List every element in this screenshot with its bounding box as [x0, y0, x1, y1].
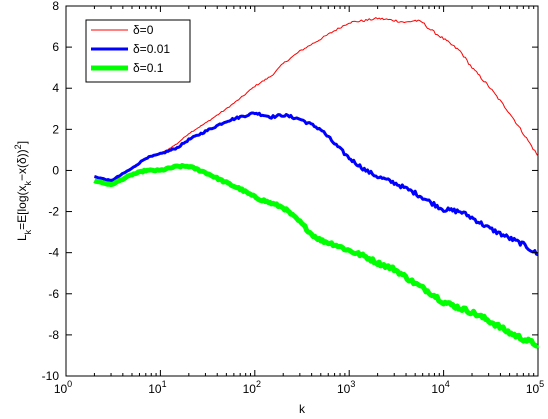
y-tick-labels: -10 -8 -6 -4 -2 0 2 4 6 8: [42, 0, 60, 383]
series-line-2: [94, 111, 539, 257]
y-tick-label: -4: [48, 246, 59, 260]
y-tick-label: -6: [48, 287, 59, 301]
y-axis-label: Lk=E[log(xk−x(δ))2]: [13, 141, 33, 241]
y-tick-label: 2: [52, 122, 59, 136]
y-tick-label: -8: [48, 328, 59, 342]
legend: δ=0 δ=0.01 δ=0.1: [85, 19, 191, 83]
y-tick-label: -2: [48, 205, 59, 219]
x-tick-label: 101: [148, 379, 166, 396]
ticks-layer: [65, 5, 539, 377]
y-tick-label: 8: [52, 0, 59, 13]
series-line-3: [93, 163, 540, 349]
x-tick-label: 104: [431, 379, 449, 396]
legend-items: δ=0 δ=0.01 δ=0.1: [91, 23, 170, 75]
x-tick-label: 105: [526, 379, 544, 396]
x-tick-labels: 100 101 102 103 104 105: [54, 379, 544, 396]
y-tick-label: -10: [42, 369, 60, 383]
y-tick-label: 0: [52, 163, 59, 177]
x-axis-label: k: [299, 402, 306, 416]
x-tick-label: 100: [54, 379, 72, 396]
series-layer: [93, 17, 540, 349]
legend-label-3: δ=0.1: [133, 61, 164, 75]
x-tick-label: 102: [243, 379, 261, 396]
x-tick-label: 103: [337, 379, 355, 396]
legend-label-2: δ=0.01: [133, 42, 170, 56]
y-tick-label: 6: [52, 40, 59, 54]
y-tick-label: 4: [52, 81, 59, 95]
legend-label-1: δ=0: [133, 23, 154, 37]
